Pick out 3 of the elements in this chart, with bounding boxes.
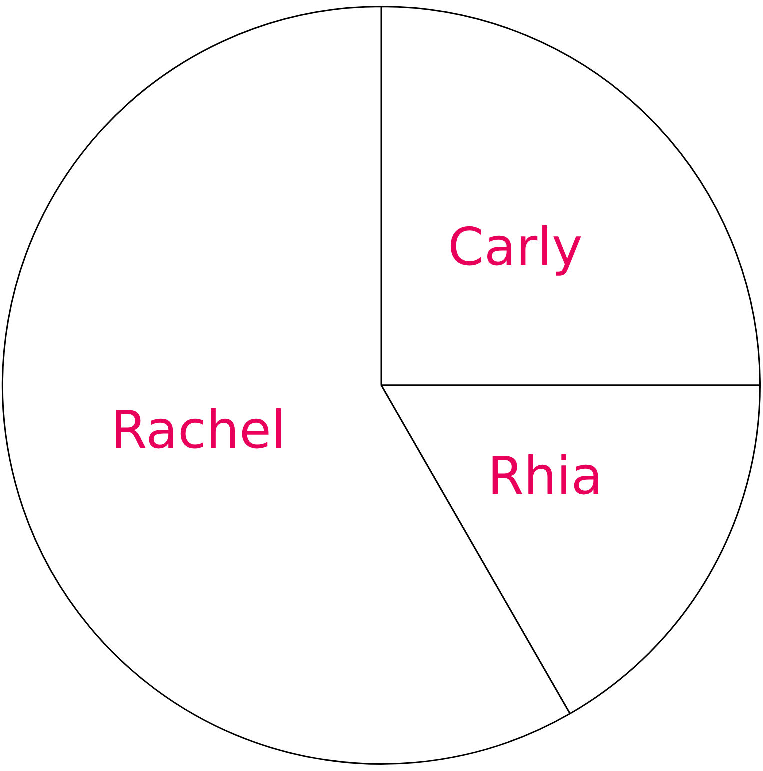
slice-label: Rachel (111, 400, 286, 461)
slice-label: Rhia (488, 446, 604, 507)
slice-label: Carly (448, 218, 583, 278)
